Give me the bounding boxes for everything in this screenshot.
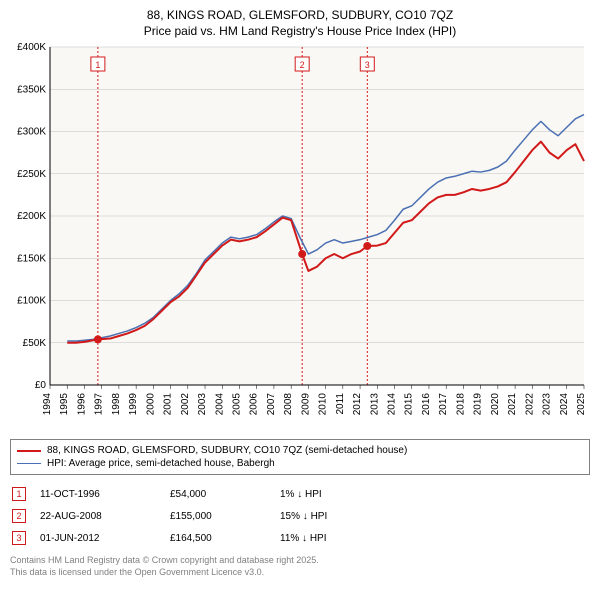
svg-text:2004: 2004 — [214, 393, 225, 416]
svg-text:2009: 2009 — [300, 393, 311, 416]
footer-line-1: Contains HM Land Registry data © Crown c… — [10, 555, 590, 567]
event-hpi-1: 1% ↓ HPI — [280, 489, 322, 500]
events-table: 1 11-OCT-1996 £54,000 1% ↓ HPI 2 22-AUG-… — [10, 483, 590, 549]
legend-swatch-hpi — [17, 463, 41, 464]
svg-text:1998: 1998 — [111, 393, 122, 416]
footer-line-2: This data is licensed under the Open Gov… — [10, 567, 590, 579]
event-marker-2: 2 — [12, 509, 26, 523]
svg-text:2017: 2017 — [438, 393, 449, 416]
title-block: 88, KINGS ROAD, GLEMSFORD, SUDBURY, CO10… — [10, 8, 590, 39]
event-row-1: 1 11-OCT-1996 £54,000 1% ↓ HPI — [10, 483, 590, 505]
svg-text:£350K: £350K — [17, 84, 46, 95]
svg-text:2014: 2014 — [387, 393, 398, 416]
svg-text:2013: 2013 — [369, 393, 380, 416]
svg-text:2000: 2000 — [145, 393, 156, 416]
svg-text:2001: 2001 — [163, 393, 174, 416]
svg-text:2016: 2016 — [421, 393, 432, 416]
svg-text:2024: 2024 — [559, 393, 570, 416]
svg-text:£400K: £400K — [17, 43, 46, 53]
chart-area: £0 £50K £100K £150K £200K £250K £300K £350K £400… — [10, 43, 590, 433]
legend-row-hpi: HPI: Average price, semi-detached house,… — [17, 457, 583, 470]
legend: 88, KINGS ROAD, GLEMSFORD, SUDBURY, CO10… — [10, 439, 590, 475]
svg-text:£50K: £50K — [23, 338, 47, 349]
svg-text:2005: 2005 — [231, 393, 242, 416]
svg-text:1994: 1994 — [42, 393, 53, 416]
svg-text:£200K: £200K — [17, 211, 46, 222]
event-marker-3: 3 — [12, 531, 26, 545]
svg-text:2018: 2018 — [455, 393, 466, 416]
svg-text:1997: 1997 — [94, 393, 105, 416]
title-line-2: Price paid vs. HM Land Registry's House … — [10, 24, 590, 40]
svg-text:2015: 2015 — [404, 393, 415, 416]
title-line-1: 88, KINGS ROAD, GLEMSFORD, SUDBURY, CO10… — [10, 8, 590, 24]
svg-text:2011: 2011 — [335, 393, 346, 415]
svg-text:3: 3 — [365, 60, 370, 70]
chart-svg: £0 £50K £100K £150K £200K £250K £300K £350K £400… — [10, 43, 590, 433]
svg-text:2010: 2010 — [318, 393, 329, 416]
event-row-3: 3 01-JUN-2012 £164,500 11% ↓ HPI — [10, 527, 590, 549]
svg-text:£300K: £300K — [17, 127, 46, 138]
svg-text:2012: 2012 — [352, 393, 363, 416]
svg-text:£150K: £150K — [17, 253, 46, 264]
svg-text:2022: 2022 — [524, 393, 535, 416]
event-price-1: £54,000 — [170, 489, 280, 500]
event-price-2: £155,000 — [170, 511, 280, 522]
legend-row-price: 88, KINGS ROAD, GLEMSFORD, SUDBURY, CO10… — [17, 444, 583, 457]
event-hpi-3: 11% ↓ HPI — [280, 533, 327, 544]
svg-text:£0: £0 — [35, 380, 47, 391]
svg-text:£250K: £250K — [17, 169, 46, 180]
svg-text:1996: 1996 — [76, 393, 87, 416]
svg-text:2008: 2008 — [283, 393, 294, 416]
svg-text:2025: 2025 — [576, 393, 587, 416]
legend-label-price: 88, KINGS ROAD, GLEMSFORD, SUDBURY, CO10… — [47, 445, 407, 456]
event-row-2: 2 22-AUG-2008 £155,000 15% ↓ HPI — [10, 505, 590, 527]
legend-swatch-price — [17, 450, 41, 452]
event-date-2: 22-AUG-2008 — [40, 511, 170, 522]
event-price-3: £164,500 — [170, 533, 280, 544]
svg-text:2: 2 — [300, 60, 305, 70]
svg-text:£100K: £100K — [17, 296, 46, 307]
svg-text:2007: 2007 — [266, 393, 277, 416]
svg-text:2020: 2020 — [490, 393, 501, 416]
event-marker-1: 1 — [12, 487, 26, 501]
chart-container: 88, KINGS ROAD, GLEMSFORD, SUDBURY, CO10… — [0, 0, 600, 590]
svg-text:1: 1 — [95, 60, 100, 70]
footer-note: Contains HM Land Registry data © Crown c… — [10, 555, 590, 578]
svg-text:2002: 2002 — [180, 393, 191, 416]
event-date-3: 01-JUN-2012 — [40, 533, 170, 544]
svg-text:2006: 2006 — [249, 393, 260, 416]
svg-text:2003: 2003 — [197, 393, 208, 416]
svg-text:1995: 1995 — [59, 393, 70, 416]
svg-text:2019: 2019 — [473, 393, 484, 416]
event-date-1: 11-OCT-1996 — [40, 489, 170, 500]
svg-text:2021: 2021 — [507, 393, 518, 416]
event-hpi-2: 15% ↓ HPI — [280, 511, 327, 522]
svg-text:1999: 1999 — [128, 393, 139, 416]
svg-text:2023: 2023 — [542, 393, 553, 416]
legend-label-hpi: HPI: Average price, semi-detached house,… — [47, 458, 275, 469]
